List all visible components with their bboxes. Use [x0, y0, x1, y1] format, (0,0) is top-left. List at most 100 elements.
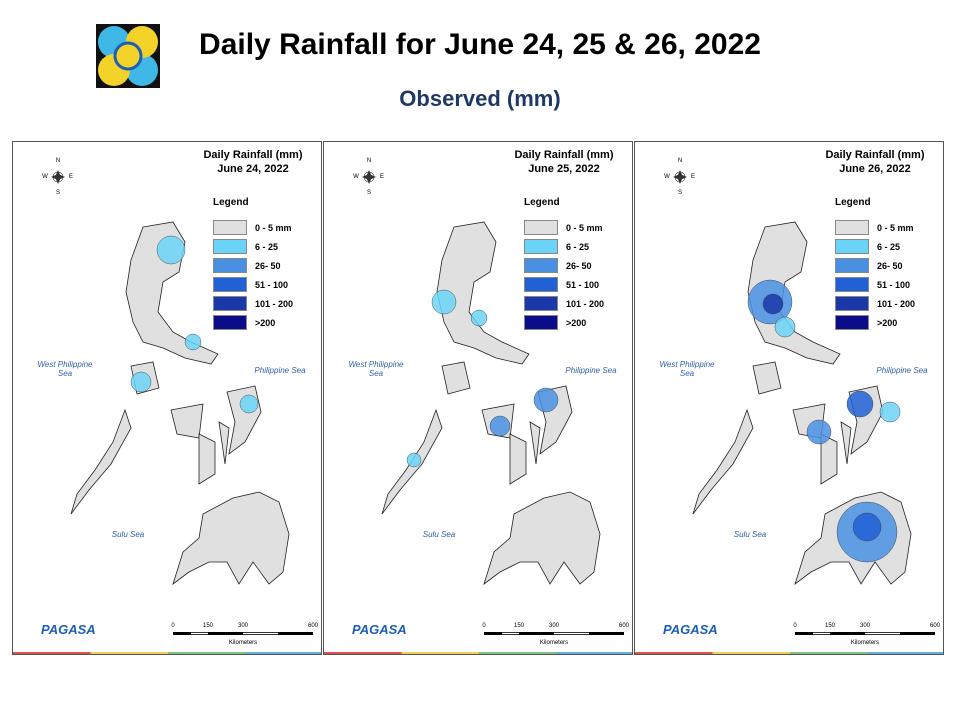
legend-swatch [835, 296, 869, 311]
logo [96, 24, 160, 88]
scale-tick: 300 [859, 623, 871, 629]
scale-unit: Kilometers [850, 640, 880, 646]
island [198, 433, 216, 485]
footer-band [635, 652, 713, 654]
legend-label: 26- 50 [877, 260, 903, 271]
agency-logo: PAGASA [41, 622, 96, 637]
panel-title: Daily Rainfall (mm) June 26, 2022 [805, 148, 943, 176]
legend-label: 51 - 100 [566, 279, 600, 290]
panel-title-text: Daily Rainfall (mm) [203, 149, 303, 161]
panel-date: June 25, 2022 [528, 163, 600, 175]
compass-label: E [68, 174, 74, 180]
footer-band [324, 652, 402, 654]
island [226, 385, 262, 455]
compass-label: W [353, 174, 359, 180]
legend-label: 101 - 200 [566, 298, 605, 309]
compass-ring [52, 171, 64, 183]
compass-ring [674, 171, 686, 183]
scale-bar-seg [502, 632, 519, 635]
footer-band [867, 652, 943, 654]
legend-item: 101 - 200 [835, 296, 915, 311]
legend-label: 6 - 25 [877, 241, 901, 252]
legend-swatch [213, 315, 247, 330]
legend-label: 101 - 200 [255, 298, 294, 309]
rain-area [470, 309, 488, 327]
rain-area [762, 293, 784, 315]
legend-item: 0 - 5 mm [524, 220, 603, 235]
island [509, 433, 527, 485]
scale-tick: 150 [202, 623, 214, 629]
legend-title: Legend [213, 197, 249, 208]
legend-swatch [524, 258, 558, 273]
compass-label: N [55, 158, 61, 164]
legend-swatch [213, 296, 247, 311]
footer-band [90, 652, 168, 654]
legend-swatch [835, 220, 869, 235]
legend-label: 0 - 5 mm [877, 222, 914, 233]
legend-swatch [835, 315, 869, 330]
sea-label: Philippine Sea [876, 366, 928, 375]
compass-label: E [690, 174, 696, 180]
rain-area [489, 415, 511, 437]
scale-unit: Kilometers [539, 640, 569, 646]
rain-area [156, 235, 186, 265]
island [170, 403, 204, 439]
scale-tick: 600 [929, 623, 941, 629]
rain-area [431, 289, 457, 315]
legend-item: >200 [835, 315, 897, 330]
legend-swatch [835, 277, 869, 292]
scale-bar-seg [865, 632, 900, 635]
compass-label: W [664, 174, 670, 180]
map [635, 170, 943, 654]
footer-band [790, 652, 868, 654]
legend-label: >200 [566, 317, 587, 328]
scale-tick: 0 [793, 623, 797, 629]
legend-item: 101 - 200 [213, 296, 293, 311]
sea-label: Sulu Sea [111, 530, 145, 539]
legend-item: 51 - 100 [213, 277, 288, 292]
map-panel: N E S W Daily Rainfall (mm) June 26, 2022 Lege… [634, 141, 944, 655]
legend-item: >200 [213, 315, 275, 330]
legend-title: Legend [835, 197, 871, 208]
sea-label: West Philippine Sea [659, 360, 715, 378]
legend-label: 6 - 25 [255, 241, 279, 252]
legend-swatch [524, 220, 558, 235]
legend-item: 51 - 100 [524, 277, 599, 292]
island [441, 361, 471, 395]
rain-area [852, 512, 882, 542]
compass [362, 170, 376, 184]
legend-item: 26- 50 [524, 258, 592, 273]
legend-swatch [835, 239, 869, 254]
panel-title-text: Daily Rainfall (mm) [825, 149, 925, 161]
legend-label: 26- 50 [566, 260, 592, 271]
scale-tick: 0 [482, 623, 486, 629]
island [218, 421, 230, 465]
panel-title: Daily Rainfall (mm) June 25, 2022 [494, 148, 632, 176]
scale-bar-seg [554, 632, 589, 635]
legend-label: 6 - 25 [566, 241, 590, 252]
title: Daily Rainfall for June 24, 25 & 26, 202… [199, 28, 761, 61]
sea-label: Philippine Sea [565, 366, 617, 375]
rain-area [184, 333, 202, 351]
compass-label: N [366, 158, 372, 164]
compass [51, 170, 65, 184]
legend-item: 0 - 5 mm [835, 220, 914, 235]
legend-swatch [524, 315, 558, 330]
rain-area [879, 401, 901, 423]
legend-swatch [835, 258, 869, 273]
sea-label: Philippine Sea [254, 366, 306, 375]
footer-band [712, 652, 790, 654]
scale-unit: Kilometers [228, 640, 258, 646]
rain-area [533, 387, 559, 413]
map-panel: N E S W Daily Rainfall (mm) June 24, 2022 Lege… [12, 141, 322, 655]
legend-label: 51 - 100 [877, 279, 911, 290]
compass-label: S [366, 190, 372, 196]
scale-tick: 150 [824, 623, 836, 629]
island [692, 408, 754, 515]
footer-band [168, 652, 246, 654]
legend-label: >200 [877, 317, 898, 328]
map [13, 170, 321, 654]
compass-label: S [55, 190, 61, 196]
compass-label: N [677, 158, 683, 164]
